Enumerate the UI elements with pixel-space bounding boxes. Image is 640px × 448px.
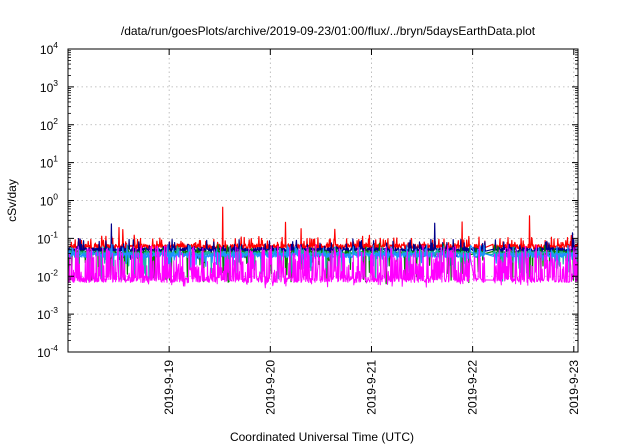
y-tick-label: 103	[40, 78, 58, 95]
x-axis-label: Coordinated Universal Time (UTC)	[230, 430, 414, 444]
y-tick-label: 10-1	[37, 229, 58, 246]
plot-area	[67, 206, 579, 289]
x-tick-labels: 2019-9-19 2019-9-20 2019-9-21 2019-9-22 2019…	[162, 360, 581, 415]
y-tick-label: 100	[40, 192, 58, 209]
x-tick-label: 2019-9-22	[466, 360, 480, 415]
y-tick-label: 10-3	[37, 305, 58, 322]
y-tick-labels: 10-4 10-3 10-2 10-1 100 101 102 103 104	[37, 40, 58, 360]
y-tick-label: 104	[40, 40, 58, 57]
y-tick-label: 10-2	[37, 267, 58, 284]
y-tick-label: 10-4	[37, 343, 58, 360]
chart-title: /data/run/goesPlots/archive/2019-09-23/0…	[121, 24, 536, 38]
grid	[68, 49, 578, 352]
x-tick-label: 2019-9-21	[364, 360, 378, 415]
axis-ticks	[68, 48, 578, 353]
x-tick-label: 2019-9-23	[567, 360, 581, 415]
y-axis-label: cSv/day	[5, 179, 19, 222]
x-tick-label: 2019-9-19	[162, 360, 176, 415]
y-tick-label: 101	[40, 154, 58, 171]
x-tick-label: 2019-9-20	[263, 360, 277, 415]
y-tick-label: 102	[40, 116, 58, 133]
series-line-6	[67, 244, 579, 289]
